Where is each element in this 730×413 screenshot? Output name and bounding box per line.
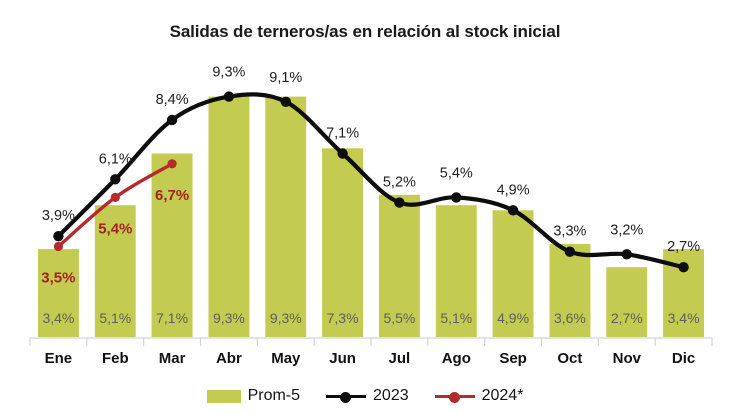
bar-jun bbox=[322, 148, 363, 337]
label-2023-nov: 3,2% bbox=[610, 222, 643, 238]
bar-sep bbox=[492, 210, 534, 337]
label-2023-mar: 8,4% bbox=[156, 92, 189, 108]
bar-feb bbox=[94, 205, 136, 337]
category-label-ene: Ene bbox=[45, 350, 73, 367]
category-label-may: May bbox=[271, 350, 301, 367]
bar-label-mar: 7,1% bbox=[156, 310, 188, 326]
legend-label-2024: 2024* bbox=[481, 387, 524, 404]
label-2023-may: 9,1% bbox=[269, 70, 302, 86]
label-2024-feb: 5,4% bbox=[98, 220, 132, 237]
category-label-mar: Mar bbox=[159, 350, 186, 367]
bar-nov bbox=[606, 267, 648, 337]
chart-legend: Prom-5 2023 2024* bbox=[0, 387, 730, 405]
category-axis-labels: Ene Feb Mar Abr May Jun Jul Ago Sep Oct Nov Dic bbox=[45, 350, 696, 367]
label-2024-mar: 6,7% bbox=[155, 187, 189, 204]
bar-label-feb: 5,1% bbox=[99, 310, 131, 326]
legend-line-marker-2024-icon bbox=[434, 389, 475, 403]
data-point-2023-ago bbox=[451, 192, 462, 203]
label-2024-ene: 3,5% bbox=[41, 270, 75, 287]
category-label-jun: Jun bbox=[329, 350, 356, 367]
bars-group bbox=[38, 96, 704, 337]
bar-label-may: 9,3% bbox=[270, 310, 302, 326]
chart-title: Salidas de terneros/as en relación al st… bbox=[169, 22, 561, 41]
label-2023-oct: 3,3% bbox=[553, 224, 586, 240]
data-point-2023-sep bbox=[507, 205, 519, 216]
bar-label-ene: 3,4% bbox=[42, 310, 74, 326]
bar-label-nov: 2,7% bbox=[611, 310, 643, 326]
bar-ago bbox=[435, 205, 477, 337]
bar-mar bbox=[151, 153, 193, 337]
legend-line-marker-2023-icon bbox=[326, 389, 367, 403]
legend-item-2023[interactable]: 2023 bbox=[326, 387, 409, 405]
data-point-2023-nov bbox=[621, 249, 632, 260]
bar-value-labels: 3,4% 5,1% 7,1% 9,3% 9,3% 7,3% 5,5% 5,1% 4,9% 3,6%… bbox=[42, 310, 699, 326]
data-point-2024-mar bbox=[167, 159, 177, 169]
category-label-oct: Oct bbox=[557, 350, 582, 367]
data-point-2023-ene bbox=[53, 231, 64, 242]
data-point-2023-dic bbox=[678, 262, 689, 273]
data-point-2023-feb bbox=[110, 174, 121, 185]
bar-oct bbox=[549, 243, 591, 337]
category-label-sep: Sep bbox=[499, 350, 527, 367]
data-point-2023-mar bbox=[166, 114, 178, 126]
data-point-2024-feb bbox=[110, 192, 120, 202]
bar-label-ago: 5,1% bbox=[440, 310, 472, 326]
bar-ene bbox=[38, 249, 79, 337]
bar-abr bbox=[208, 96, 250, 337]
legend-label-prom5: Prom-5 bbox=[247, 387, 301, 404]
data-point-2024-ene bbox=[53, 241, 64, 252]
data-point-2023-oct bbox=[564, 246, 576, 257]
legend-item-2024[interactable]: 2024* bbox=[434, 387, 524, 405]
bar-label-sep: 4,9% bbox=[497, 310, 529, 326]
label-2023-jun: 7,1% bbox=[326, 126, 359, 142]
category-label-nov: Nov bbox=[613, 350, 642, 367]
series-2023-line bbox=[53, 91, 689, 273]
category-axis bbox=[29, 337, 713, 346]
series-2024-line bbox=[53, 159, 177, 252]
bar-label-oct: 3,6% bbox=[554, 310, 586, 326]
category-label-jul: Jul bbox=[389, 350, 411, 367]
label-2023-abr: 9,3% bbox=[212, 65, 245, 81]
category-label-feb: Feb bbox=[102, 350, 129, 367]
label-2023-sep: 4,9% bbox=[497, 182, 530, 198]
bar-label-dic: 3,4% bbox=[668, 310, 700, 326]
label-2023-jul: 5,2% bbox=[383, 175, 416, 191]
legend-item-prom5[interactable]: Prom-5 bbox=[206, 387, 301, 405]
category-label-ago: Ago bbox=[442, 350, 471, 367]
category-label-abr: Abr bbox=[216, 350, 242, 367]
legend-swatch-bar-icon bbox=[206, 389, 241, 403]
label-2023-dic: 2,7% bbox=[667, 239, 700, 255]
bar-label-jul: 5,5% bbox=[383, 310, 415, 326]
bar-label-abr: 9,3% bbox=[213, 310, 245, 326]
data-point-2023-jun bbox=[337, 148, 348, 159]
bar-label-jun: 7,3% bbox=[327, 310, 359, 326]
bar-jul bbox=[379, 194, 420, 337]
series-2023-labels: 3,9% 6,1% 8,4% 9,3% 9,1% 7,1% 5,2% 5,4% 4,9% 3,3%… bbox=[42, 65, 700, 256]
category-label-dic: Dic bbox=[672, 350, 695, 367]
data-point-2023-jul bbox=[394, 197, 405, 208]
data-point-2023-may bbox=[280, 96, 291, 108]
label-2023-ene: 3,9% bbox=[42, 208, 75, 224]
data-point-2023-abr bbox=[223, 91, 235, 102]
legend-label-2023: 2023 bbox=[373, 387, 409, 404]
series-2024-labels: 3,5% 5,4% 6,7% bbox=[41, 187, 189, 287]
label-2023-feb: 6,1% bbox=[99, 151, 132, 167]
bar-may bbox=[265, 96, 307, 337]
label-2023-ago: 5,4% bbox=[440, 165, 473, 181]
